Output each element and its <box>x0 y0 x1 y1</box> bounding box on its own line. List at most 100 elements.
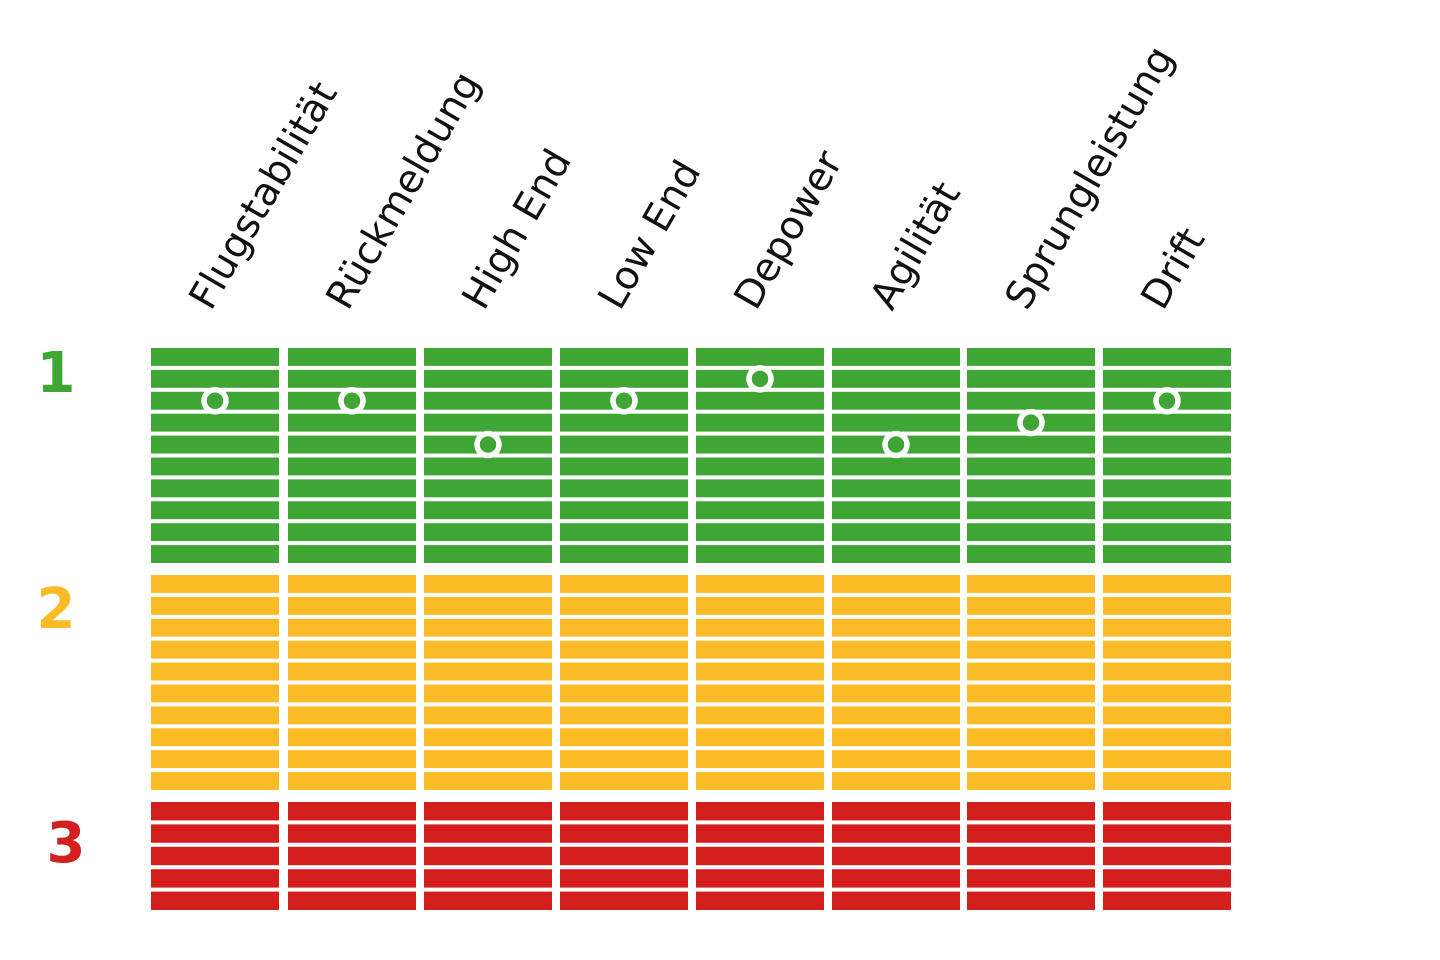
rating-segment <box>288 869 416 888</box>
rating-segment <box>832 662 960 681</box>
column-label: Depower <box>726 142 853 317</box>
rating-segment <box>1103 802 1231 821</box>
rating-segment <box>696 640 824 659</box>
rating-segment <box>832 750 960 769</box>
rating-segment <box>832 728 960 747</box>
rating-segment <box>1103 523 1231 542</box>
rating-segment <box>832 640 960 659</box>
rating-grid <box>151 348 1231 910</box>
rating-segment <box>832 772 960 790</box>
rating-segment <box>696 846 824 866</box>
column-label: High End <box>454 142 581 317</box>
rating-marker <box>338 387 366 415</box>
rating-segment <box>696 575 824 593</box>
column-label: Flugstabilität <box>181 75 347 317</box>
rating-segment <box>832 824 960 843</box>
rating-segment <box>967 545 1095 563</box>
rating-segment <box>832 575 960 593</box>
rating-segment <box>967 391 1095 410</box>
rating-segment <box>560 575 688 593</box>
rating-segment <box>424 501 552 520</box>
rating-segment <box>288 369 416 388</box>
rating-segment <box>560 846 688 866</box>
rating-segment <box>288 802 416 821</box>
rating-segment <box>288 684 416 703</box>
rating-segment <box>1103 662 1231 681</box>
rating-segment <box>288 413 416 432</box>
rating-segment <box>1103 640 1231 659</box>
rating-segment <box>288 824 416 843</box>
rating-segment <box>1103 435 1231 454</box>
rating-segment <box>151 501 279 520</box>
rating-segment <box>696 523 824 542</box>
rating-segment <box>832 618 960 637</box>
rating-segment <box>1103 348 1231 366</box>
rating-segment <box>1103 618 1231 637</box>
rating-segment <box>288 501 416 520</box>
rating-segment <box>832 348 960 366</box>
rating-segment <box>832 802 960 821</box>
rating-segment <box>696 479 824 498</box>
rating-markers <box>201 365 1181 459</box>
rating-segment <box>696 596 824 615</box>
column-label: Agilität <box>862 175 970 317</box>
column-label: Drift <box>1133 221 1215 317</box>
rating-segment <box>560 457 688 476</box>
rating-segment <box>424 640 552 659</box>
rating-segment <box>967 479 1095 498</box>
rating-segment <box>151 728 279 747</box>
rating-segment <box>424 575 552 593</box>
rating-segment <box>424 596 552 615</box>
rating-segment <box>1103 413 1231 432</box>
rating-segment <box>151 545 279 563</box>
rating-segment <box>560 802 688 821</box>
rating-segment <box>696 891 824 910</box>
rating-segment <box>696 802 824 821</box>
rating-segment <box>967 662 1095 681</box>
rating-segment <box>1103 772 1231 790</box>
rating-segment <box>832 596 960 615</box>
rating-segment <box>967 846 1095 866</box>
rating-segment <box>967 596 1095 615</box>
rating-segment <box>1103 369 1231 388</box>
rating-segment <box>696 824 824 843</box>
rating-segment <box>967 824 1095 843</box>
rating-segment <box>696 750 824 769</box>
rating-segment <box>560 869 688 888</box>
rating-segment <box>560 618 688 637</box>
rating-segment <box>151 802 279 821</box>
rating-segment <box>288 575 416 593</box>
rating-segment <box>696 545 824 563</box>
rating-segment <box>424 772 552 790</box>
rating-segment <box>1103 545 1231 563</box>
rating-segment <box>967 750 1095 769</box>
rating-segment <box>696 618 824 637</box>
rating-segment <box>967 802 1095 821</box>
rating-segment <box>1103 846 1231 866</box>
rating-segment <box>1103 479 1231 498</box>
column-label: Low End <box>590 153 711 317</box>
rating-segment <box>151 369 279 388</box>
rating-segment <box>288 348 416 366</box>
rating-marker <box>746 365 774 393</box>
rating-segment <box>151 596 279 615</box>
rating-segment <box>696 348 824 366</box>
rating-segment <box>560 413 688 432</box>
rating-segment <box>560 545 688 563</box>
rating-segment <box>967 501 1095 520</box>
rating-segment <box>151 523 279 542</box>
rating-segment <box>696 706 824 725</box>
rating-segment <box>288 618 416 637</box>
rating-segment <box>288 640 416 659</box>
rating-segment <box>696 501 824 520</box>
rating-segment <box>560 348 688 366</box>
rating-marker <box>1153 387 1181 415</box>
rating-segment <box>288 750 416 769</box>
rating-segment <box>151 435 279 454</box>
rating-segment <box>696 772 824 790</box>
rating-segment <box>288 479 416 498</box>
rating-segment <box>967 369 1095 388</box>
rating-segment <box>1103 706 1231 725</box>
rating-segment <box>967 435 1095 454</box>
